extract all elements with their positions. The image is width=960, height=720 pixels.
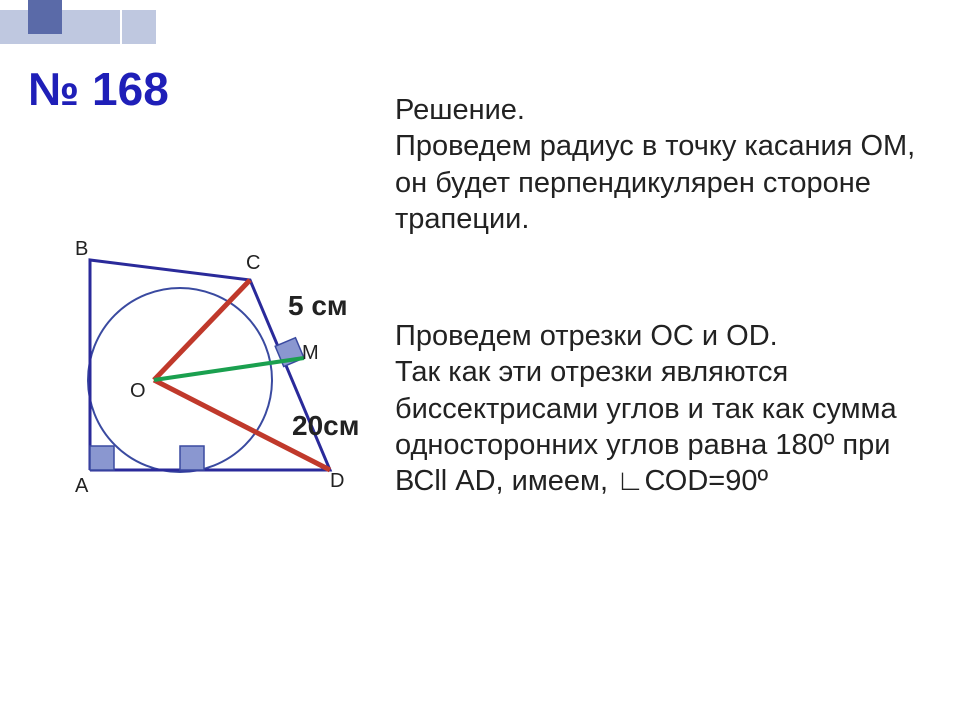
measurement-20cm: 20см [292,410,359,442]
geometry-diagram: А В С D О М 5 см 20см [30,130,390,510]
segment-OM [154,358,304,380]
slide: № 168 А В С D О М 5 см 20см Решение. Про… [0,0,960,720]
corner-decoration [0,0,200,60]
right-angle-at-bottom [180,446,204,470]
inscribed-circle [88,288,272,472]
label-O: О [130,380,146,403]
deco-rect-small-2 [28,0,62,34]
label-M: М [302,342,319,365]
deco-rect-small-1 [122,10,156,44]
right-angle-at-A [90,446,114,470]
label-B: В [75,238,88,261]
label-A: А [75,475,88,498]
measurement-5cm: 5 см [288,290,348,322]
label-D: D [330,470,344,493]
solution-paragraph-2: Проведем отрезки ОС и OD. Так как эти от… [395,318,935,499]
label-C: С [246,252,260,275]
segment-OC [154,280,250,380]
solution-paragraph-1: Решение. Проведем радиус в точку касания… [395,92,935,237]
problem-number-title: № 168 [28,62,169,116]
